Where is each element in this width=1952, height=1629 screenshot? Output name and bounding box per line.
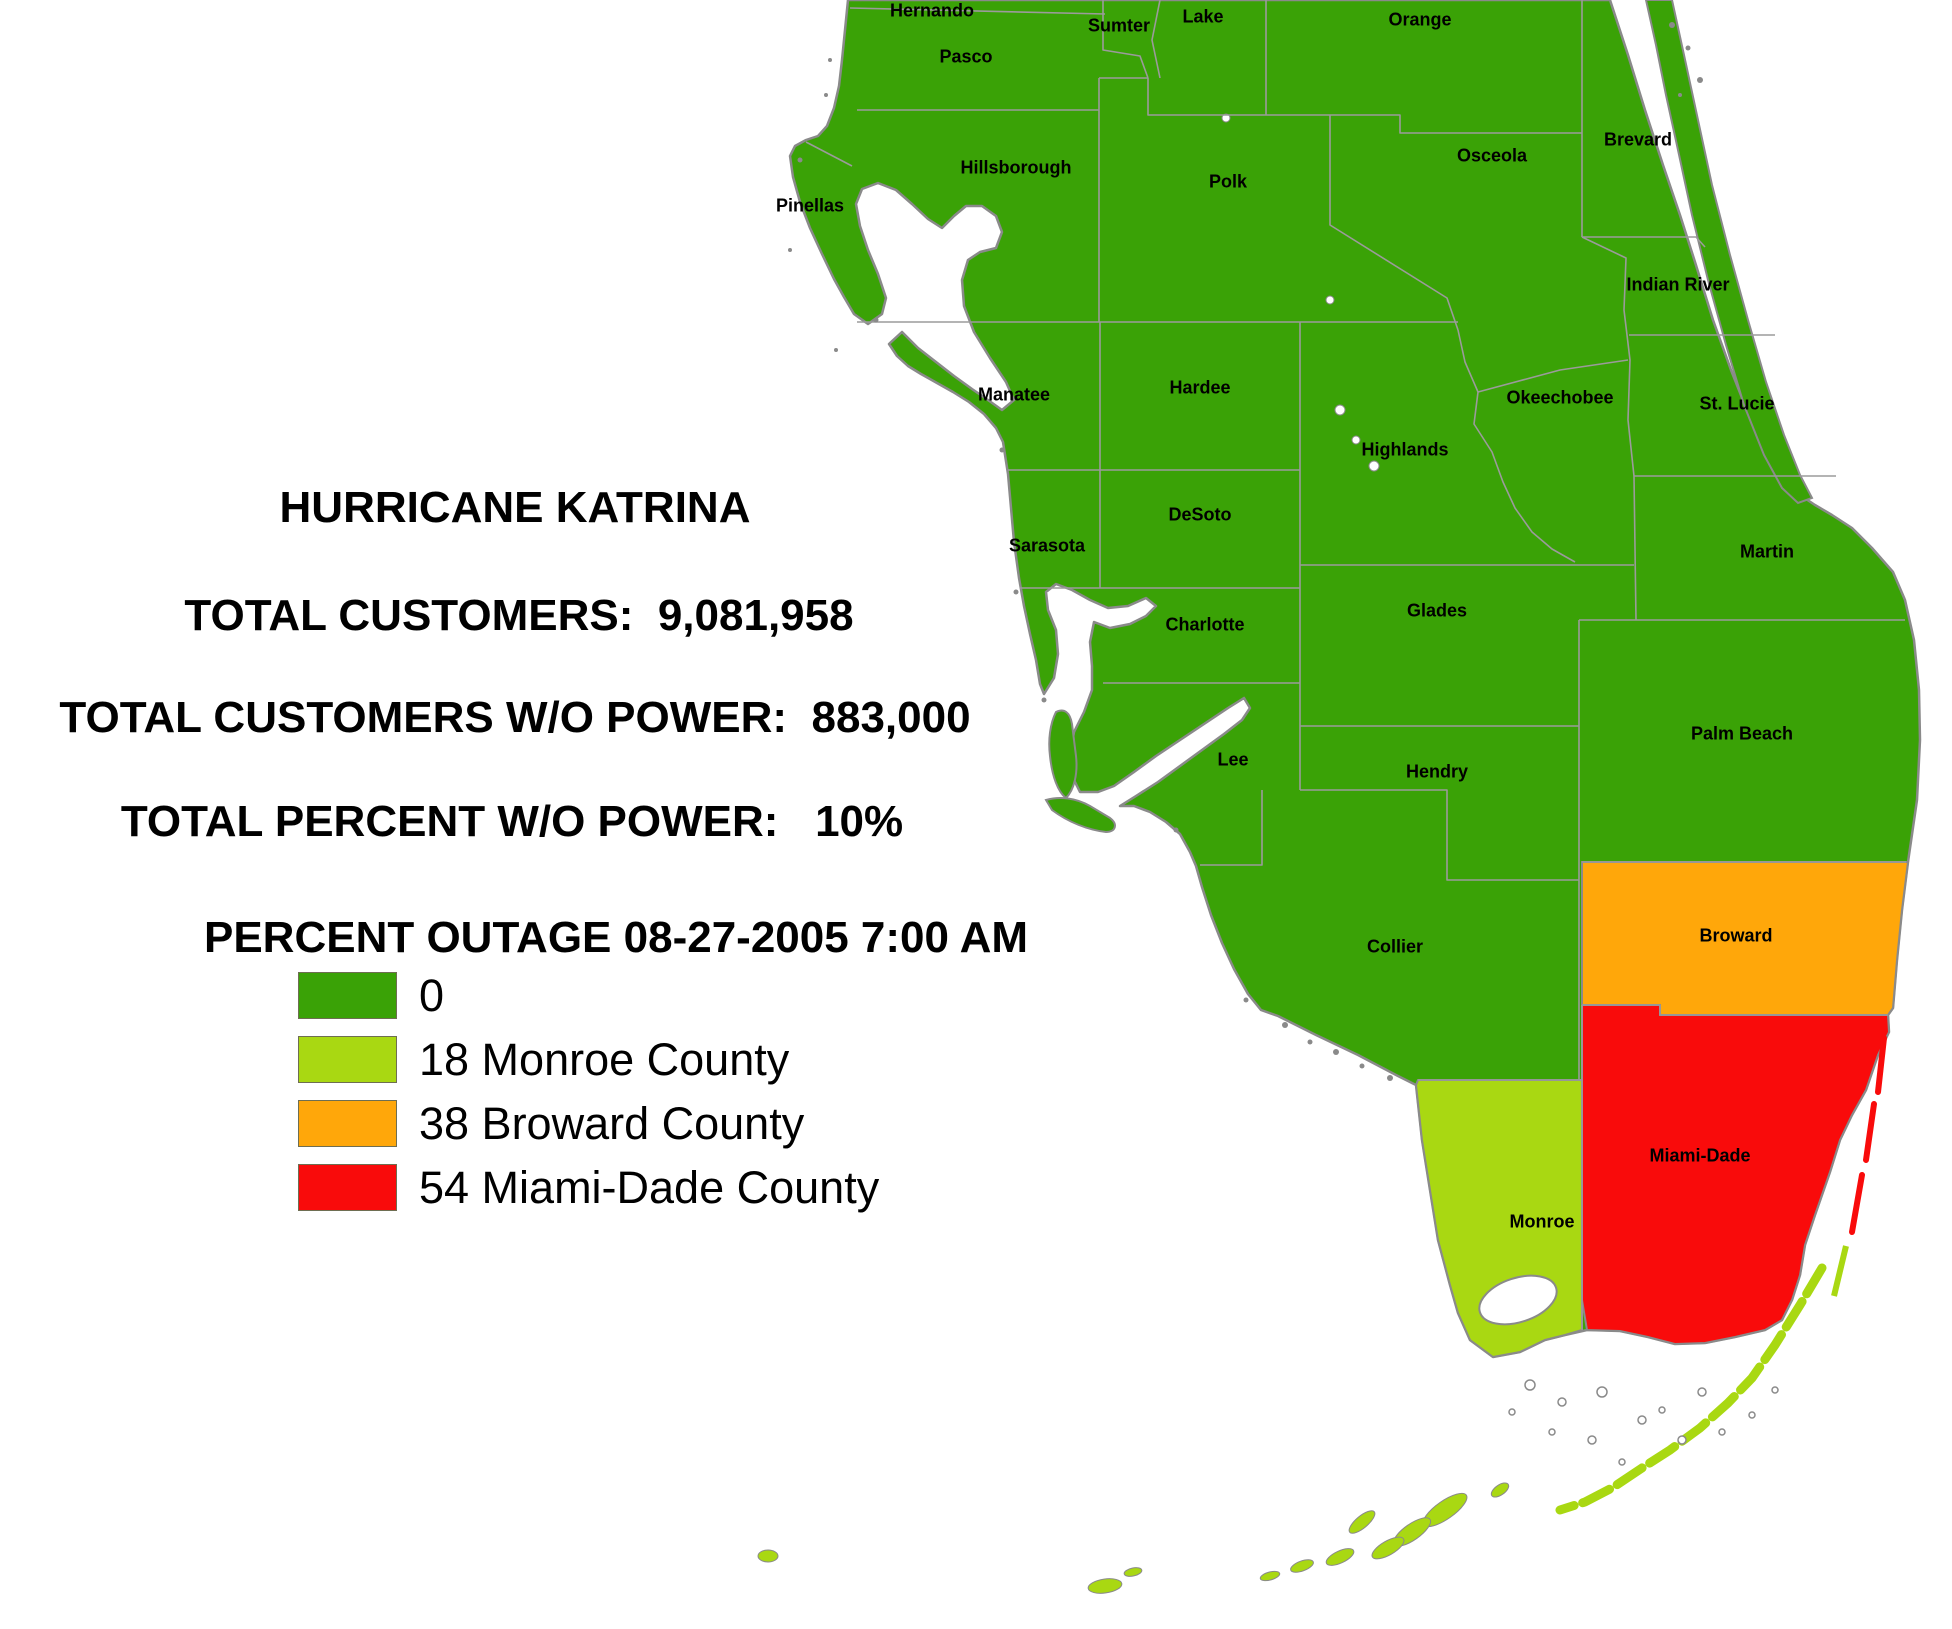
outage-legend: 0 18 Monroe County 38 Broward County 54 Mia… xyxy=(298,969,880,1228)
county-label-desoto: DeSoto xyxy=(1168,504,1232,525)
county-label-pasco: Pasco xyxy=(939,46,993,67)
county-label-lake: Lake xyxy=(1182,6,1224,27)
county-label-lee: Lee xyxy=(1217,749,1249,770)
southwest-islands xyxy=(1044,709,1116,834)
county-label-miami-dade: Miami-Dade xyxy=(1649,1145,1751,1166)
county-label-osceola: Osceola xyxy=(1456,145,1528,166)
legend-label: 54 Miami-Dade County xyxy=(419,1161,880,1213)
county-label-hernando: Hernando xyxy=(889,0,975,21)
county-label-sumter: Sumter xyxy=(1087,15,1151,36)
county-label-manatee: Manatee xyxy=(977,384,1051,405)
county-boundaries xyxy=(805,0,1906,1330)
county-label-monroe: Monroe xyxy=(1509,1211,1575,1232)
legend-row: 38 Broward County xyxy=(298,1097,879,1149)
county-label-pinellas: Pinellas xyxy=(775,195,845,216)
county-label-broward: Broward xyxy=(1699,925,1773,946)
legend-row: 18 Monroe County xyxy=(298,1033,879,1085)
miami-dade-county-shape xyxy=(1581,1004,1891,1346)
county-label-brevard: Brevard xyxy=(1603,129,1673,150)
county-label-indian-river: Indian River xyxy=(1626,274,1730,295)
county-label-hillsborough: Hillsborough xyxy=(960,157,1072,178)
legend-swatch xyxy=(298,1100,397,1147)
legend-swatch xyxy=(298,1036,397,1083)
county-label-okeechobee: Okeechobee xyxy=(1506,387,1614,408)
county-label-glades: Glades xyxy=(1406,600,1468,621)
stat-line-4: TOTAL PERCENT W/O POWER: 10% xyxy=(120,797,904,846)
county-label-st-lucie: St. Lucie xyxy=(1699,393,1775,414)
florida-bay-islets xyxy=(1508,1379,1779,1466)
legend-label: 18 Monroe County xyxy=(419,1033,790,1085)
miami-beach-islands xyxy=(1849,1035,1887,1235)
county-label-hardee: Hardee xyxy=(1169,377,1231,398)
county-label-highlands: Highlands xyxy=(1361,439,1449,460)
county-label-martin: Martin xyxy=(1740,541,1794,562)
stat-line-2: TOTAL CUSTOMERS: 9,081,958 xyxy=(184,591,854,640)
stat-line-5: PERCENT OUTAGE 08-27-2005 7:00 AM xyxy=(203,913,1029,962)
stat-line-3: TOTAL CUSTOMERS W/O POWER: 883,000 xyxy=(59,693,971,742)
county-label-collier: Collier xyxy=(1366,936,1424,957)
county-label-sarasota: Sarasota xyxy=(1008,535,1086,556)
legend-row: 0 xyxy=(298,969,879,1021)
county-label-polk: Polk xyxy=(1208,171,1248,192)
coastal-speckles xyxy=(788,22,1703,1081)
legend-swatch xyxy=(298,972,397,1019)
county-label-orange: Orange xyxy=(1388,9,1452,30)
legend-label: 38 Broward County xyxy=(419,1097,805,1149)
county-label-charlotte: Charlotte xyxy=(1165,614,1245,635)
county-label-hendry: Hendry xyxy=(1405,761,1469,782)
legend-label: 0 xyxy=(419,969,445,1021)
whitewater-bay xyxy=(1478,1274,1558,1326)
barrier-island-strip xyxy=(1644,0,1814,505)
county-label-palm-beach: Palm Beach xyxy=(1690,723,1794,744)
stat-line-1: HURRICANE KATRINA xyxy=(279,483,751,532)
florida-keys xyxy=(757,1245,1849,1594)
legend-swatch xyxy=(298,1164,397,1211)
legend-row: 54 Miami-Dade County xyxy=(298,1161,880,1213)
inland-lakes xyxy=(1221,113,1380,472)
